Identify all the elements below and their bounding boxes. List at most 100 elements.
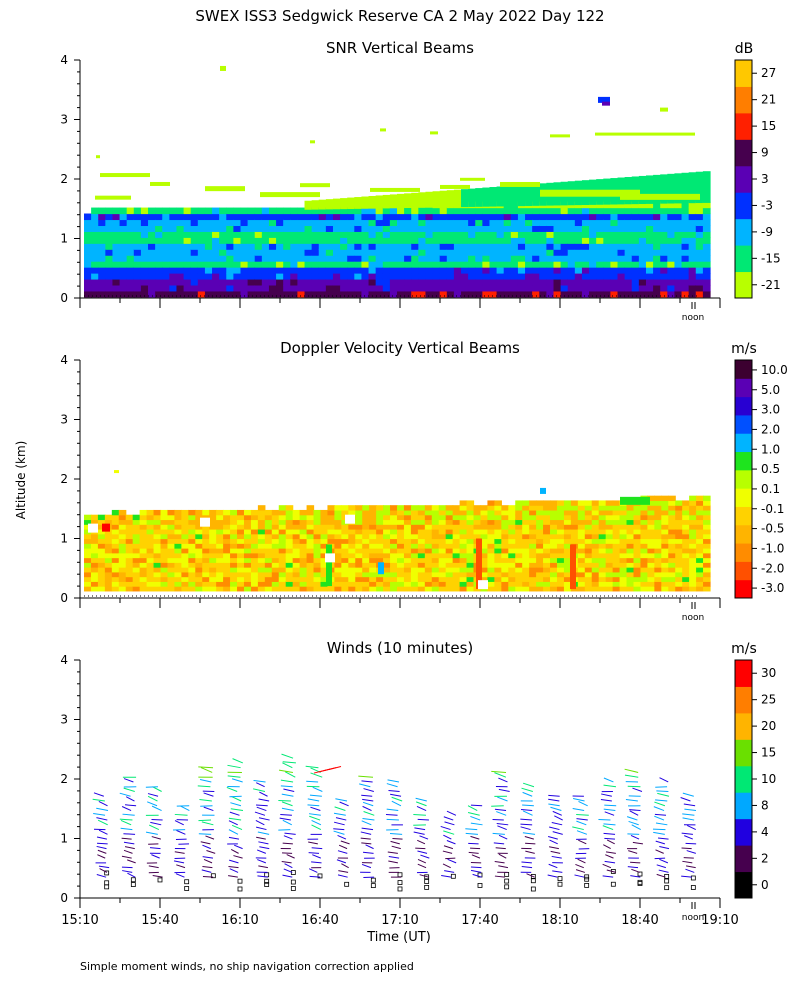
doppler-cell [466, 543, 475, 549]
doppler-cell [118, 557, 127, 563]
snr-cell [91, 290, 99, 298]
doppler-cell [202, 571, 210, 578]
snr-cell [496, 255, 505, 262]
snr-cell [98, 267, 106, 274]
snr-cell [304, 243, 313, 250]
snr-cell [617, 243, 626, 250]
snr-cell [688, 255, 697, 262]
snr-cell [176, 243, 185, 250]
doppler-cell [271, 548, 280, 554]
snr-cell [702, 273, 711, 280]
snr-cell [297, 225, 306, 232]
doppler-cell [153, 581, 162, 587]
doppler-streak [570, 544, 576, 590]
doppler-cell [668, 505, 676, 511]
snr-cell [475, 278, 483, 286]
doppler-cell [438, 552, 447, 559]
doppler-cell [181, 538, 189, 544]
snr-cell [681, 201, 690, 209]
doppler-cell [90, 548, 99, 554]
snr-cell [112, 255, 121, 262]
doppler-cell [84, 519, 92, 525]
doppler-cell [543, 500, 551, 506]
doppler-cell [313, 533, 322, 540]
snr-cell [311, 261, 320, 268]
snr-cell [318, 273, 327, 280]
snr-cell [681, 237, 690, 244]
wind-barb [522, 832, 536, 835]
snr-cell [482, 261, 491, 268]
doppler-cell [445, 509, 454, 516]
snr-cell [354, 278, 363, 286]
snr-cell [645, 207, 654, 215]
doppler-cell [536, 543, 544, 549]
snr-cell [411, 255, 419, 262]
doppler-cell [570, 509, 579, 516]
snr-cell [382, 231, 391, 238]
doppler-cell [515, 548, 523, 554]
doppler-cell [174, 552, 182, 559]
doppler-cell [181, 581, 189, 587]
snr-cell [546, 225, 555, 232]
doppler-cell [703, 509, 711, 516]
doppler-cell [563, 500, 572, 506]
doppler-cell [438, 548, 447, 554]
wind-barb [98, 800, 108, 807]
doppler-cell [348, 538, 356, 544]
doppler-cell [522, 505, 530, 511]
snr-cell [418, 207, 427, 215]
doppler-cell [362, 519, 370, 525]
doppler-cell [522, 514, 530, 521]
wind-surface-marker [184, 886, 190, 891]
snr-cell [204, 249, 213, 256]
wind-barb [333, 830, 345, 835]
wind-barb [226, 787, 238, 792]
wind-barb [337, 834, 347, 840]
snr-cell [254, 255, 263, 262]
snr-cell [482, 207, 491, 215]
snr-cell [119, 219, 128, 227]
doppler-cell [452, 533, 461, 540]
snr-cell [297, 255, 306, 262]
doppler-cell [598, 552, 607, 559]
snr-cell [517, 273, 526, 280]
doppler-cell [612, 538, 621, 544]
snr-cell [503, 278, 512, 286]
doppler-cell [417, 533, 426, 540]
snr-cell [91, 237, 99, 244]
snr-cell [375, 273, 384, 280]
wind-barb [281, 801, 293, 807]
snr-cell [589, 237, 597, 244]
snr-cell [119, 213, 128, 221]
doppler-cell [633, 533, 642, 540]
snr-cell [581, 267, 590, 274]
snr-cell [425, 261, 434, 268]
wind-barb [417, 863, 427, 869]
snr-cell [368, 243, 377, 250]
doppler-cell [299, 571, 308, 578]
doppler-cell [153, 524, 162, 530]
doppler-cell [188, 581, 196, 587]
doppler-cell [125, 557, 134, 563]
doppler-cell [633, 538, 642, 544]
wind-barb [497, 825, 507, 831]
snr-cell [660, 290, 668, 298]
snr-cell [404, 231, 412, 238]
snr-cell [702, 278, 711, 286]
wind-barb [230, 802, 242, 807]
wind-barb [203, 792, 214, 797]
wind-barb [309, 794, 322, 797]
snr-patch [205, 186, 245, 192]
doppler-cell [459, 552, 468, 559]
wind-barb [96, 874, 107, 878]
snr-cell [532, 183, 540, 206]
doppler-cell [146, 576, 155, 582]
snr-cell [126, 237, 135, 244]
doppler-cell [452, 543, 461, 549]
wind-barb [284, 832, 296, 835]
snr-cell [517, 261, 526, 268]
doppler-cell [626, 505, 635, 511]
doppler-cell [376, 552, 384, 559]
doppler-cell [320, 538, 329, 544]
doppler-cell [403, 533, 412, 540]
